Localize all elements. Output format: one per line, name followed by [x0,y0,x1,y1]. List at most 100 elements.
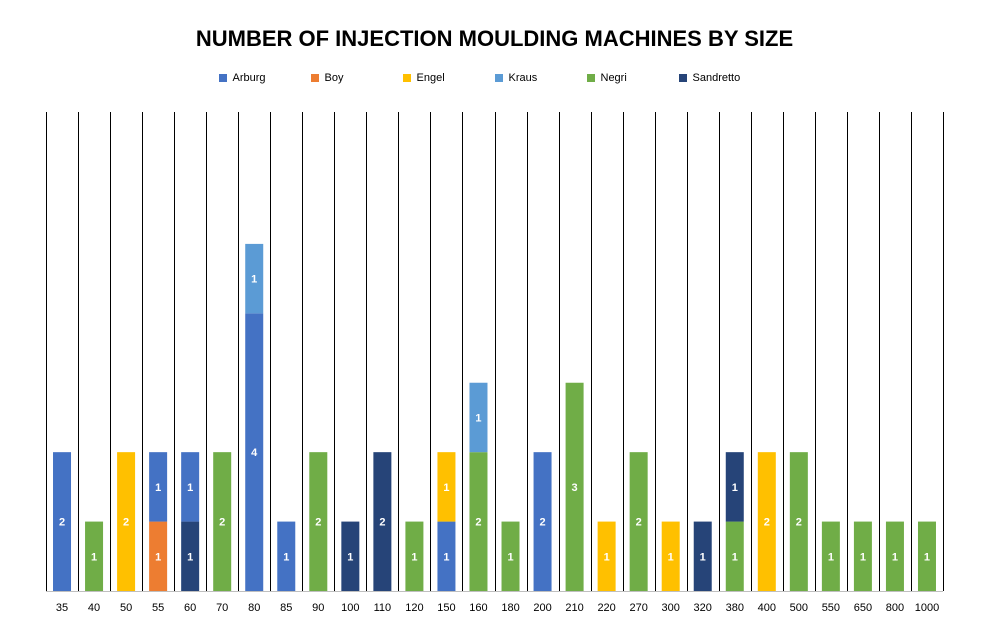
data-label: 1 [187,551,193,563]
bar-engel-50 [117,452,136,591]
bar-negri-90 [309,452,328,591]
data-label: 1 [155,551,161,563]
x-tick-label: 270 [629,602,647,614]
data-label: 1 [700,551,706,563]
x-tick-label: 120 [405,602,423,614]
bar-negri-650 [853,521,872,591]
bar-sandretto-100 [341,521,360,591]
bar-negri-180 [501,521,520,591]
data-label: 3 [572,482,578,494]
x-tick-label: 85 [280,602,292,614]
bar-arburg-55 [149,452,168,522]
bar-negri-500 [789,452,808,591]
x-tick-label: 380 [726,602,744,614]
bar-arburg-150 [437,521,456,591]
bar-arburg-85 [277,521,296,591]
data-label: 1 [604,551,610,563]
data-label: 1 [411,551,417,563]
x-tick-label: 320 [694,602,712,614]
data-label: 1 [924,551,930,563]
data-label: 1 [732,482,738,494]
bar-negri-1000 [917,521,936,591]
bar-engel-400 [757,452,776,591]
x-tick-label: 220 [597,602,615,614]
legend: Arburg Boy Engel Kraus Negri Sandretto [0,72,989,84]
data-label: 1 [860,551,866,563]
data-label: 2 [219,517,225,529]
data-label: 1 [507,551,513,563]
legend-label: Engel [416,72,445,84]
bar-negri-800 [885,521,904,591]
data-label: 1 [347,551,353,563]
data-label: 1 [475,412,481,424]
legend-swatch [586,74,595,82]
bar-negri-550 [821,521,840,591]
x-tick-label: 180 [501,602,519,614]
bar-sandretto-380 [725,452,744,522]
data-label: 1 [828,551,834,563]
legend-swatch [494,74,503,82]
bar-arburg-60 [181,452,200,522]
bar-boy-55 [149,521,168,591]
data-label: 2 [123,517,129,529]
data-label: 1 [443,551,449,563]
x-tick-label: 200 [533,602,551,614]
legend-label: Negri [600,72,627,84]
legend-label: Sandretto [692,72,741,84]
x-tick-label: 300 [662,602,680,614]
bar-kraus-160 [469,382,488,453]
x-tick-label: 90 [312,602,324,614]
data-label: 1 [892,551,898,563]
legend-item-sandretto: Sandretto [678,72,771,84]
legend-item-kraus: Kraus [494,72,587,84]
data-label: 2 [59,517,65,529]
bar-arburg-80 [245,313,264,591]
x-tick-label: 50 [120,602,132,614]
legend-item-boy: Boy [310,72,403,84]
x-tick-label: 150 [437,602,455,614]
bar-negri-380 [725,521,744,591]
data-label: 4 [251,447,258,459]
x-tick-label: 80 [248,602,260,614]
legend-swatch [678,74,687,82]
x-tick-label: 110 [374,602,392,614]
x-tick-label: 400 [758,602,776,614]
data-label: 1 [91,551,97,563]
data-label: 1 [187,482,193,494]
data-label: 2 [539,517,545,529]
x-tick-label: 100 [341,602,359,614]
bar-sandretto-320 [693,521,712,591]
x-tick-label: 40 [88,602,100,614]
x-tick-label: 35 [56,602,68,614]
bar-arburg-35 [53,452,72,591]
data-label: 2 [764,517,770,529]
data-label: 2 [636,517,642,529]
data-label: 1 [283,551,289,563]
data-label: 1 [732,551,738,563]
legend-label: Kraus [508,72,538,84]
bar-negri-120 [405,521,424,591]
x-tick-label: 1000 [915,602,939,614]
x-tick-label: 550 [822,602,840,614]
bar-kraus-80 [245,243,264,314]
legend-item-engel: Engel [402,72,495,84]
bar-negri-270 [629,452,648,591]
data-label: 1 [155,482,161,494]
legend-swatch [402,74,411,82]
data-label: 1 [668,551,674,563]
chart-title: NUMBER OF INJECTION MOULDING MACHINES BY… [195,26,794,51]
x-tick-label: 650 [854,602,872,614]
legend-item-negri: Negri [586,72,679,84]
legend-swatch [310,74,319,82]
legend-swatch [218,74,227,82]
bar-negri-40 [85,521,104,591]
bar-engel-220 [597,521,616,591]
x-tick-label: 210 [565,602,583,614]
bar-engel-150 [437,452,456,522]
x-tick-label: 70 [216,602,228,614]
bar-negri-160 [469,452,488,591]
data-label: 2 [796,517,802,529]
data-label: 1 [443,482,449,494]
data-label: 1 [251,274,257,286]
